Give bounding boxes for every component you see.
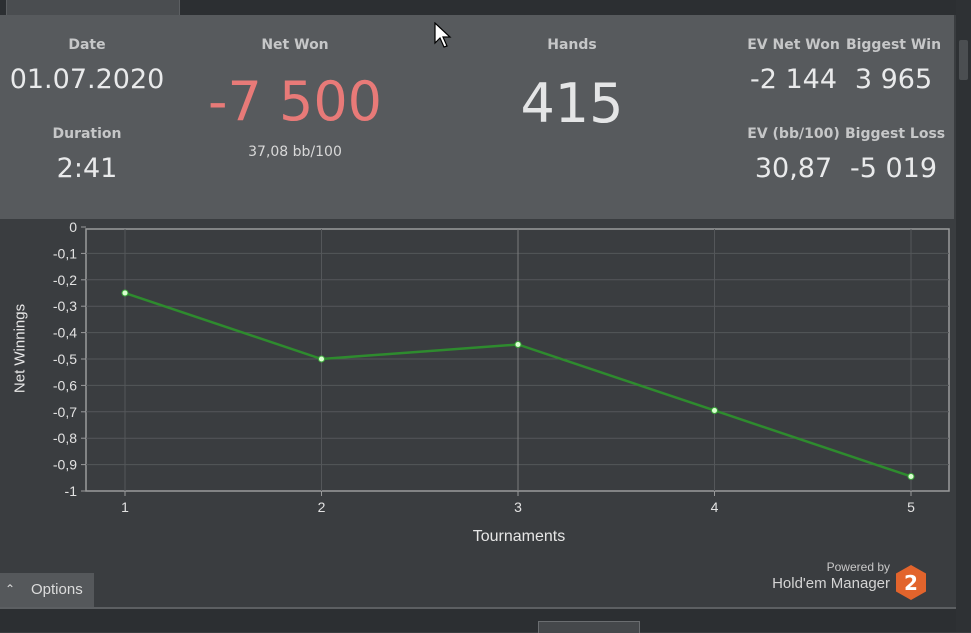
y-axis-label: Net Winnings <box>11 303 29 394</box>
net-won-label: Net Won <box>261 37 329 53</box>
duration-value: 2:41 <box>56 153 118 184</box>
x-tick-label: 5 <box>907 499 915 515</box>
ev-net-won-value: -2 144 <box>749 64 838 95</box>
series-group <box>121 289 915 480</box>
x-tick-label: 3 <box>514 499 522 515</box>
data-point[interactable] <box>318 355 325 363</box>
options-label: Options <box>31 581 83 598</box>
y-axis-ticks: 0 -0,1 -0,2 -0,3 -0,4 -0,5 -0,6 -0,7 -0,8 -0,9 -1 <box>53 219 86 499</box>
powered-by-text: Powered by <box>826 560 890 574</box>
y-tick-label: -0,6 <box>53 377 77 393</box>
y-tick-label: -0,9 <box>53 457 77 473</box>
data-point[interactable] <box>711 406 718 414</box>
chevron-up-icon: ⌃ <box>5 582 16 596</box>
y-tick-label: 0 <box>69 219 77 235</box>
duration-label: Duration <box>52 126 122 142</box>
data-point[interactable] <box>907 472 915 480</box>
active-tab[interactable] <box>6 0 180 15</box>
bottom-panel-bar <box>0 607 956 632</box>
vertical-scrollbar[interactable] <box>956 0 971 632</box>
ev-bb100-label: EV (bb/100) <box>747 126 840 142</box>
ev-net-won-label: EV Net Won <box>747 37 840 53</box>
bottom-tab[interactable] <box>538 621 640 633</box>
x-axis-ticks: 1 2 3 4 5 <box>121 491 915 515</box>
x-tick-label: 2 <box>318 499 326 515</box>
y-tick-label: -0,8 <box>53 430 77 446</box>
session-stats-panel <box>0 15 954 219</box>
y-tick-label: -1 <box>65 483 78 499</box>
hands-value: 415 <box>520 72 624 135</box>
mouse-cursor-icon <box>434 22 452 48</box>
biggest-win-value: 3 965 <box>854 64 933 95</box>
x-tick-label: 4 <box>711 499 719 515</box>
net-won-value: -7 500 <box>207 70 383 133</box>
options-button[interactable]: ⌃ Options <box>0 573 94 607</box>
product-name: Hold'em Manager <box>772 575 890 592</box>
biggest-loss-label: Biggest Loss <box>845 126 946 142</box>
biggest-loss-value: -5 019 <box>849 153 938 184</box>
y-tick-label: -0,5 <box>53 351 77 367</box>
scrollbar-thumb[interactable] <box>959 40 968 80</box>
y-tick-label: -0,3 <box>53 298 77 314</box>
data-point[interactable] <box>514 340 522 348</box>
logo-number: 2 <box>904 571 918 595</box>
hands-label: Hands <box>547 37 597 53</box>
x-tick-label: 1 <box>121 499 129 515</box>
biggest-win-label: Biggest Win <box>845 37 942 53</box>
hem2-logo-icon: 2 <box>896 565 926 600</box>
y-tick-label: -0,2 <box>53 272 77 288</box>
y-tick-label: -0,1 <box>53 245 77 261</box>
y-tick-label: -0,7 <box>53 404 77 420</box>
date-label: Date <box>68 37 106 53</box>
date-value: 01.07.2020 <box>9 64 165 95</box>
ev-bb100-value: 30,87 <box>754 153 833 184</box>
top-tab-strip <box>0 0 971 15</box>
y-tick-label: -0,4 <box>53 325 77 341</box>
x-axis-label: Tournaments <box>472 528 566 545</box>
net-won-bb100: 37,08 bb/100 <box>248 144 342 160</box>
data-point[interactable] <box>121 289 129 297</box>
gridlines <box>86 229 949 491</box>
